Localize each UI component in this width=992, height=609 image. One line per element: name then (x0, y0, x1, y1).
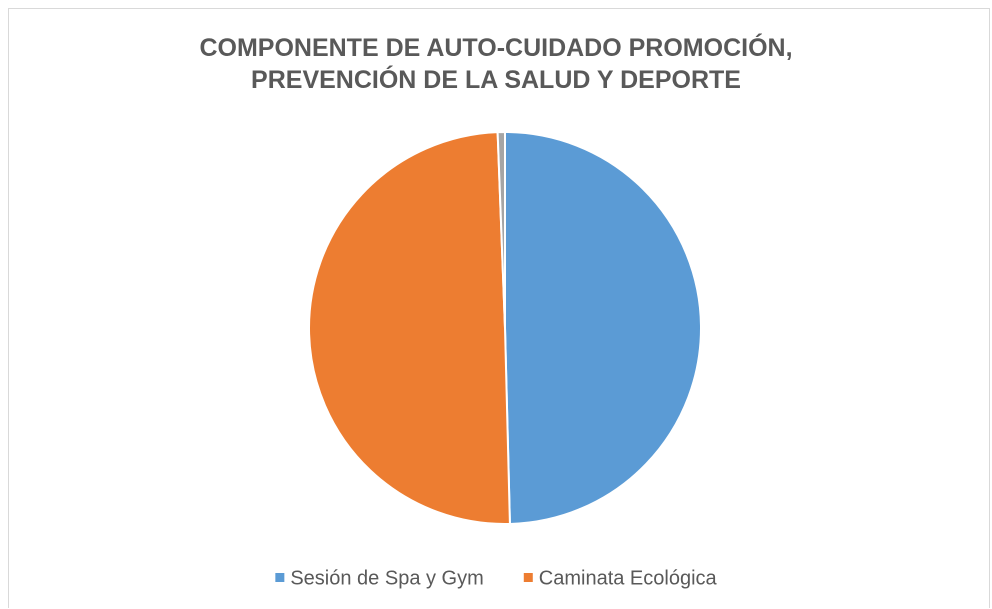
chart-frame (8, 8, 990, 608)
chart-title: COMPONENTE DE AUTO-CUIDADO PROMOCIÓN, PR… (199, 34, 793, 94)
pie-slice (504, 130, 702, 525)
legend-swatch (275, 573, 285, 582)
legend-label: Sesión de Spa y Gym (290, 567, 483, 589)
legend-label: Caminata Ecológica (539, 567, 718, 589)
pie-slice (307, 131, 511, 525)
pie-slice (496, 130, 506, 329)
legend-swatch (523, 573, 533, 582)
